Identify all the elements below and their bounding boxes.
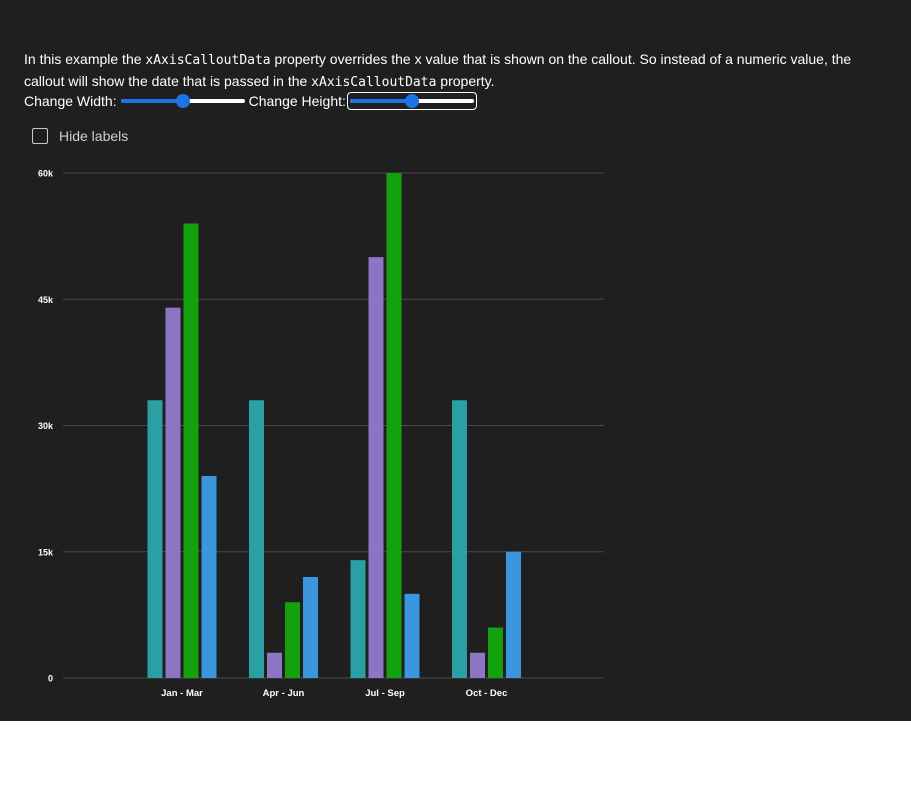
example-panel: In this example the xAxisCalloutData pro… xyxy=(0,0,911,721)
width-slider-fill xyxy=(120,99,183,103)
hide-labels-checkbox[interactable]: Hide labels xyxy=(32,128,128,144)
x-tick-label: Oct - Dec xyxy=(466,688,508,699)
bar[interactable] xyxy=(249,400,264,678)
y-tick-label: 30k xyxy=(38,421,54,431)
bar[interactable] xyxy=(303,577,318,678)
change-height-label: Change Height: xyxy=(248,93,346,109)
bar[interactable] xyxy=(386,173,402,678)
width-slider-thumb[interactable] xyxy=(175,94,190,108)
checkbox-box[interactable] xyxy=(32,128,48,144)
bar[interactable] xyxy=(267,652,282,678)
vertical-bar-chart: 0 15k 30k 45k 60k Jan - Mar Apr - Jun Jul - Sep… xyxy=(38,169,604,699)
x-tick-label: Apr - Jun xyxy=(263,688,305,699)
bar[interactable] xyxy=(488,627,503,679)
width-slider[interactable] xyxy=(119,93,247,109)
bar[interactable] xyxy=(452,400,467,678)
description-text: In this example the xAxisCalloutData pro… xyxy=(24,49,884,93)
description-part-1: In this example the xyxy=(24,51,146,67)
bar[interactable] xyxy=(165,307,181,678)
description-part-3: property. xyxy=(436,73,495,89)
bar[interactable] xyxy=(470,652,485,678)
change-width-label: Change Width: xyxy=(24,93,117,109)
y-tick-label: 60k xyxy=(38,169,54,179)
bar[interactable] xyxy=(285,602,300,678)
code-x-axis-callout-data: xAxisCalloutData xyxy=(145,53,271,68)
bar[interactable] xyxy=(506,551,521,678)
bar[interactable] xyxy=(404,593,420,678)
x-tick-label: Jan - Mar xyxy=(161,688,203,699)
bar[interactable] xyxy=(368,257,384,678)
height-slider-fill xyxy=(349,99,412,103)
y-tick-label: 45k xyxy=(38,295,54,305)
height-slider[interactable] xyxy=(346,92,477,110)
bar[interactable] xyxy=(201,476,217,678)
y-tick-label: 15k xyxy=(38,547,54,557)
bar[interactable] xyxy=(183,223,199,679)
bar[interactable] xyxy=(350,560,366,678)
bar[interactable] xyxy=(147,400,163,678)
code-x-axis-callout-data-2: xAxisCalloutData xyxy=(311,75,437,90)
x-tick-label: Jul - Sep xyxy=(365,688,405,699)
description-part-2: property overrides the x value that is s… xyxy=(24,51,852,89)
hide-labels-label: Hide labels xyxy=(59,128,129,144)
size-controls: Change Width: Change Height: xyxy=(24,91,478,111)
y-tick-label: 0 xyxy=(48,674,53,684)
height-slider-thumb[interactable] xyxy=(404,94,419,108)
